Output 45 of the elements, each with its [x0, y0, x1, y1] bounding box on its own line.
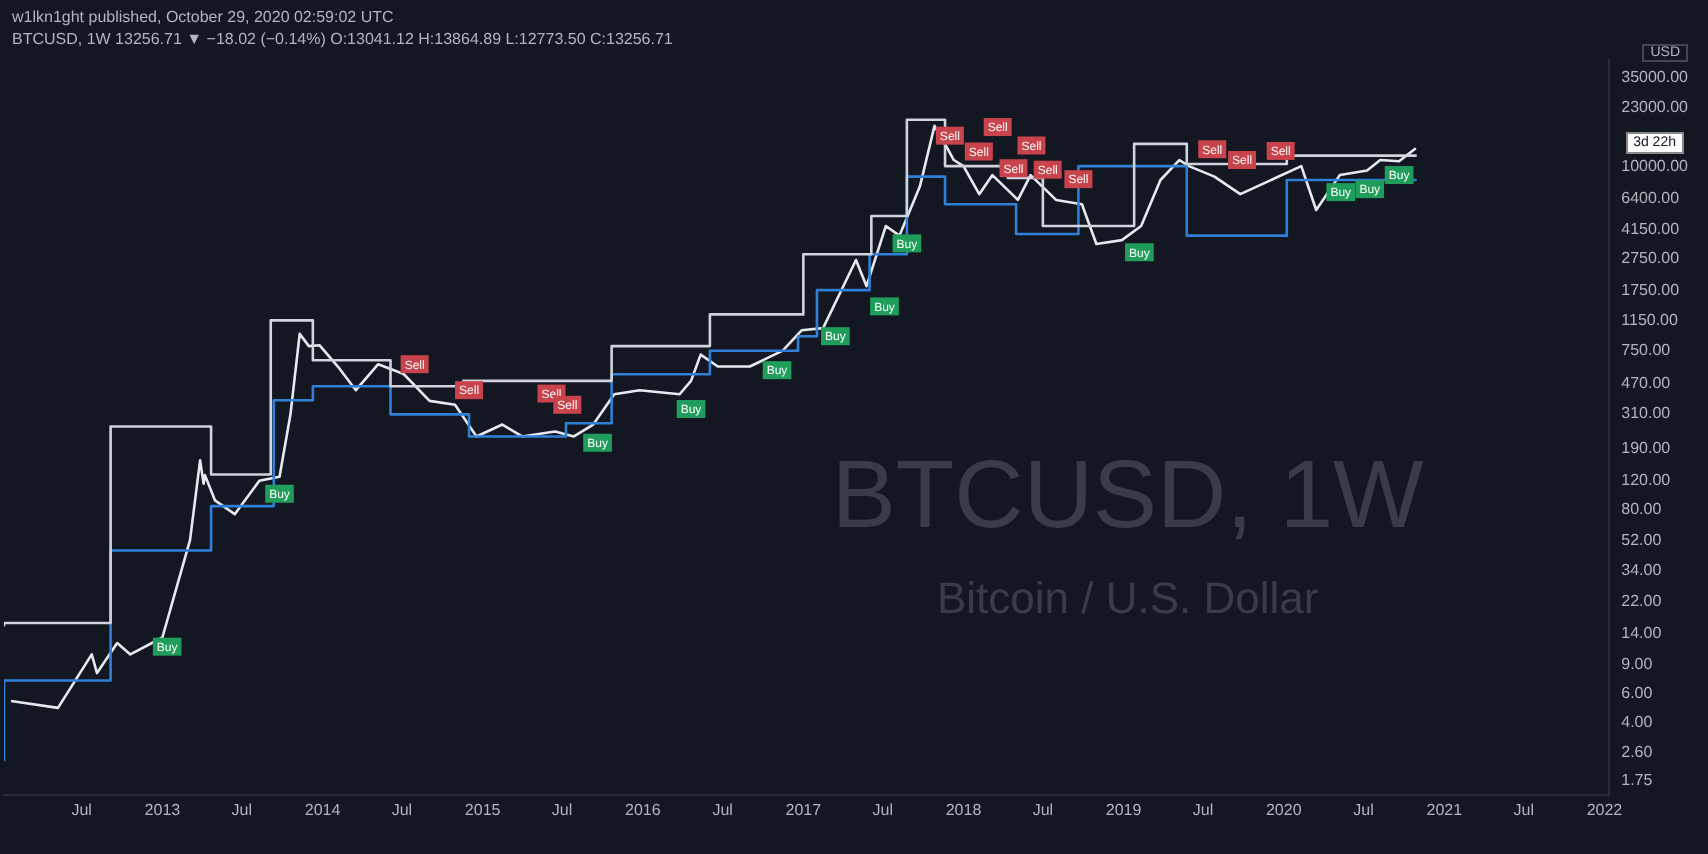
y-tick-label: 22.00 — [1621, 591, 1663, 610]
x-tick-label: Jul — [712, 800, 734, 819]
y-tick-label: 2750.00 — [1621, 248, 1681, 267]
x-tick-label: Jul — [1032, 800, 1054, 819]
text: w1lkn1ght published, October 29, 2020 02:59:02 UTC — [12, 6, 396, 28]
x-tick-label: 2021 — [1426, 800, 1464, 819]
y-tick-label: 470.00 — [1621, 374, 1672, 393]
x-tick-label: Jul — [1192, 800, 1214, 819]
x-tick-label: Jul — [71, 800, 93, 819]
x-tick-label: 2017 — [785, 800, 823, 819]
x-tick-label: 2014 — [304, 800, 342, 819]
y-tick-label: 190.00 — [1621, 438, 1672, 457]
x-tick-label: Jul — [872, 800, 894, 819]
text: BTCUSD, 1W 13256.71 ▼ −18.02 (−0.14%) O:13041.12 H:13864.89 L:12773.50 C:13256.71 — [12, 28, 673, 50]
y-tick-label: 6.00 — [1621, 683, 1654, 702]
x-tick-label: 2022 — [1586, 800, 1624, 819]
x-tick-label: 2013 — [144, 800, 182, 819]
y-tick-label: 9.00 — [1621, 655, 1654, 674]
y-tick-label: 2.60 — [1621, 743, 1654, 762]
y-tick-label: 1150.00 — [1621, 310, 1680, 329]
x-tick-label: 2018 — [945, 800, 983, 819]
y-tick-label: 1.75 — [1621, 771, 1654, 790]
x-tick-label: Jul — [1353, 800, 1375, 819]
y-tick-label: 6400.00 — [1621, 188, 1681, 207]
y-tick-label: 750.00 — [1621, 341, 1672, 360]
x-tick-label: Jul — [391, 800, 413, 819]
y-tick-label: 4150.00 — [1621, 219, 1681, 238]
y-tick-label: 35000.00 — [1621, 68, 1690, 87]
y-tick-label: 34.00 — [1621, 560, 1663, 579]
y-tick-label: 80.00 — [1621, 499, 1663, 518]
x-tick-label: Jul — [231, 800, 253, 819]
x-tick-label: Jul — [551, 800, 573, 819]
x-tick-label: 2015 — [464, 800, 502, 819]
x-tick-label: 2019 — [1105, 800, 1143, 819]
y-tick-label: 14.00 — [1621, 623, 1663, 642]
y-tick-label: 1750.00 — [1621, 280, 1681, 299]
y-tick-label: 310.00 — [1621, 403, 1672, 422]
y-tick-label: 52.00 — [1621, 530, 1663, 549]
x-tick-label: 2016 — [624, 800, 662, 819]
x-tick-label: 2020 — [1265, 800, 1303, 819]
x-tick-label: Jul — [1513, 800, 1535, 819]
y-tick-label: 10000.00 — [1621, 157, 1690, 176]
y-tick-label: 4.00 — [1621, 712, 1654, 731]
y-tick-label: 120.00 — [1621, 471, 1672, 490]
y-tick-label: 23000.00 — [1621, 98, 1690, 117]
